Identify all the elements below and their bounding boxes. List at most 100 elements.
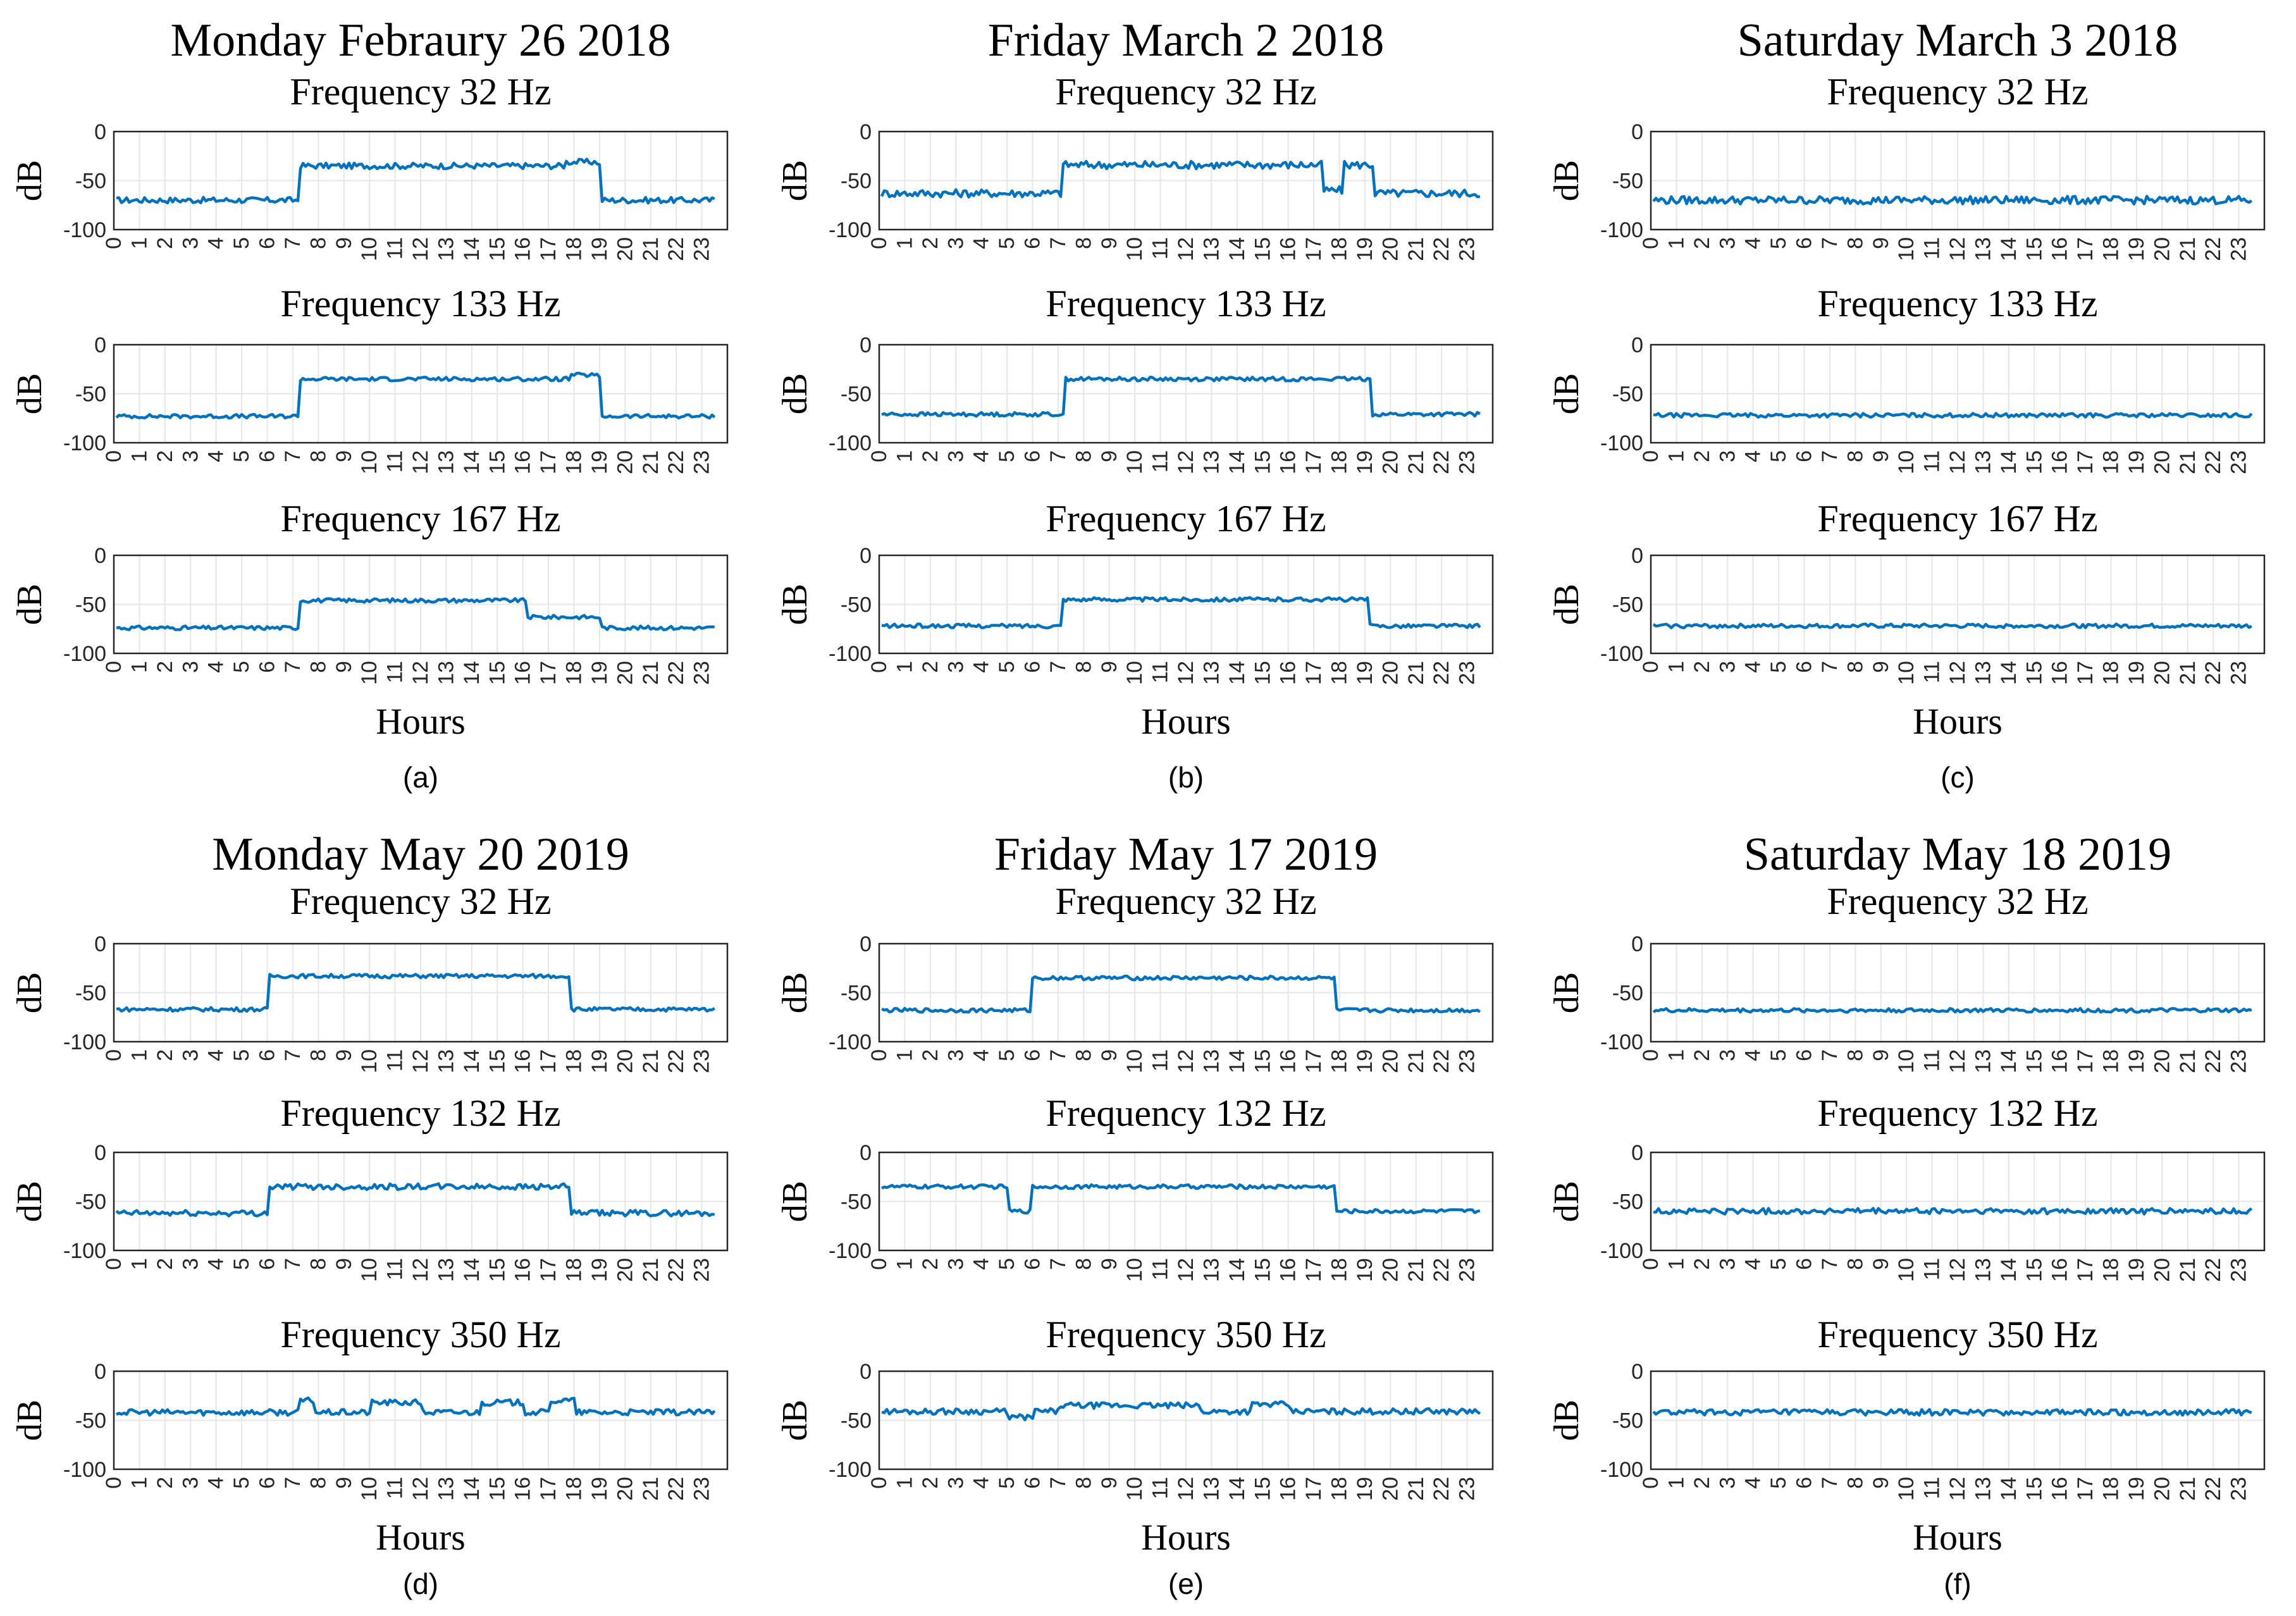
x-tick-label: 3: [1715, 237, 1739, 249]
y-axis-label: dB: [1547, 1181, 1586, 1222]
subplot-title: Frequency 132 Hz: [1817, 1092, 2097, 1134]
x-tick-label: 18: [1328, 661, 1352, 685]
x-tick-label: 21: [2176, 661, 2200, 685]
x-tick-label: 14: [1225, 1049, 1249, 1073]
x-tick-label: 12: [1174, 1049, 1198, 1073]
x-tick-label: 1: [892, 1477, 917, 1489]
x-tick-label: 14: [1225, 450, 1249, 474]
x-tick-label: 14: [1997, 1049, 2021, 1073]
x-tick-label: 2: [918, 450, 942, 462]
panel-label: (f): [1944, 1567, 1971, 1600]
x-tick-label: 14: [1225, 1258, 1249, 1282]
x-tick-label: 4: [970, 1477, 994, 1489]
x-tick-label: 9: [1097, 450, 1121, 462]
x-tick-label: 14: [460, 1477, 484, 1501]
x-tick-label: 10: [1894, 661, 1918, 685]
x-tick-label: 19: [588, 237, 612, 261]
x-tick-label: 19: [1353, 661, 1377, 685]
x-tick-label: 5: [230, 661, 254, 673]
y-tick-label: -50: [75, 1190, 106, 1214]
y-tick-label: 0: [94, 333, 106, 357]
x-tick-label: 17: [1302, 450, 1326, 474]
x-tick-label: 11: [1149, 1049, 1173, 1071]
day-title: Friday March 2 2018: [988, 15, 1385, 66]
x-tick-label: 10: [1123, 1258, 1147, 1282]
x-tick-label: 9: [1097, 661, 1121, 673]
y-tick-label: 0: [1631, 544, 1643, 568]
x-tick-label: 0: [1639, 237, 1663, 249]
x-tick-label: 21: [639, 237, 663, 261]
x-tick-label: 5: [995, 1258, 1019, 1270]
y-tick-label: -100: [1600, 431, 1643, 455]
x-tick-label: 13: [1971, 661, 1995, 685]
x-tick-label: 14: [460, 450, 484, 474]
x-tick-label: 10: [1123, 450, 1147, 474]
x-tick-label: 1: [127, 450, 151, 462]
x-tick-label: 23: [2227, 661, 2251, 685]
y-tick-label: -50: [1612, 1409, 1643, 1433]
x-tick-label: 10: [1123, 1477, 1147, 1501]
x-tick-label: 18: [2099, 450, 2123, 474]
y-tick-label: -100: [829, 642, 872, 666]
x-axis-label: Hours: [1913, 1517, 2003, 1558]
x-tick-label: 17: [2073, 1049, 2097, 1073]
x-tick-label: 21: [639, 661, 663, 685]
x-tick-label: 23: [1455, 661, 1479, 685]
axes-box: [878, 130, 1494, 231]
x-tick-label: 19: [1353, 1477, 1377, 1501]
x-tick-label: 2: [1690, 450, 1714, 462]
x-tick-label: 14: [460, 1258, 484, 1282]
panel-label: (a): [403, 761, 438, 794]
x-tick-label: 15: [485, 661, 509, 685]
x-tick-label: 22: [1429, 1258, 1454, 1282]
x-tick-label: 19: [2125, 1049, 2149, 1073]
x-tick-label: 12: [1174, 1258, 1198, 1282]
x-tick-label: 1: [1664, 1477, 1688, 1489]
x-tick-label: 10: [1123, 237, 1147, 261]
x-tick-label: 3: [178, 1477, 202, 1489]
x-tick-label: 2: [153, 1049, 177, 1061]
x-tick-label: 22: [664, 661, 688, 685]
y-tick-label: -100: [829, 431, 872, 455]
x-tick-label: 5: [1767, 237, 1791, 249]
x-tick-label: 13: [1971, 1258, 1995, 1282]
subplot-title: Frequency 32 Hz: [1055, 880, 1316, 922]
x-tick-label: 7: [1046, 1258, 1070, 1270]
axes-box: [113, 343, 729, 444]
x-tick-label: 20: [1378, 237, 1402, 261]
y-tick-label: -100: [829, 218, 872, 242]
panel-label: (e): [1168, 1567, 1204, 1600]
x-tick-label: 8: [306, 661, 330, 673]
x-tick-label: 11: [1149, 1477, 1173, 1499]
x-tick-label: 3: [944, 1049, 968, 1061]
x-tick-label: 4: [1741, 450, 1765, 462]
axes-box: [1650, 1370, 2266, 1471]
x-tick-label: 11: [1920, 1049, 1944, 1071]
x-tick-label: 12: [1946, 450, 1970, 474]
x-tick-label: 16: [511, 1049, 535, 1073]
y-tick-label: -50: [841, 170, 872, 194]
y-tick-label: 0: [1631, 1360, 1643, 1384]
x-tick-label: 22: [1429, 237, 1454, 261]
x-tick-label: 11: [383, 1258, 407, 1280]
x-tick-label: 21: [1404, 1258, 1428, 1282]
series-line: [116, 973, 715, 1013]
x-axis-label: Hours: [1141, 701, 1231, 742]
x-tick-label: 14: [1997, 1477, 2021, 1501]
x-tick-label: 8: [1843, 1258, 1867, 1270]
subplot-title: Frequency 32 Hz: [290, 880, 551, 922]
x-tick-label: 23: [690, 237, 714, 261]
x-tick-label: 6: [1793, 1049, 1817, 1061]
x-tick-label: 7: [1818, 1049, 1842, 1061]
x-tick-label: 3: [944, 1477, 968, 1489]
x-tick-label: 12: [409, 661, 433, 685]
y-tick-label: -100: [1600, 1458, 1643, 1482]
x-tick-label: 10: [1894, 1049, 1918, 1073]
x-tick-label: 1: [127, 1258, 151, 1270]
x-tick-label: 4: [970, 450, 994, 462]
